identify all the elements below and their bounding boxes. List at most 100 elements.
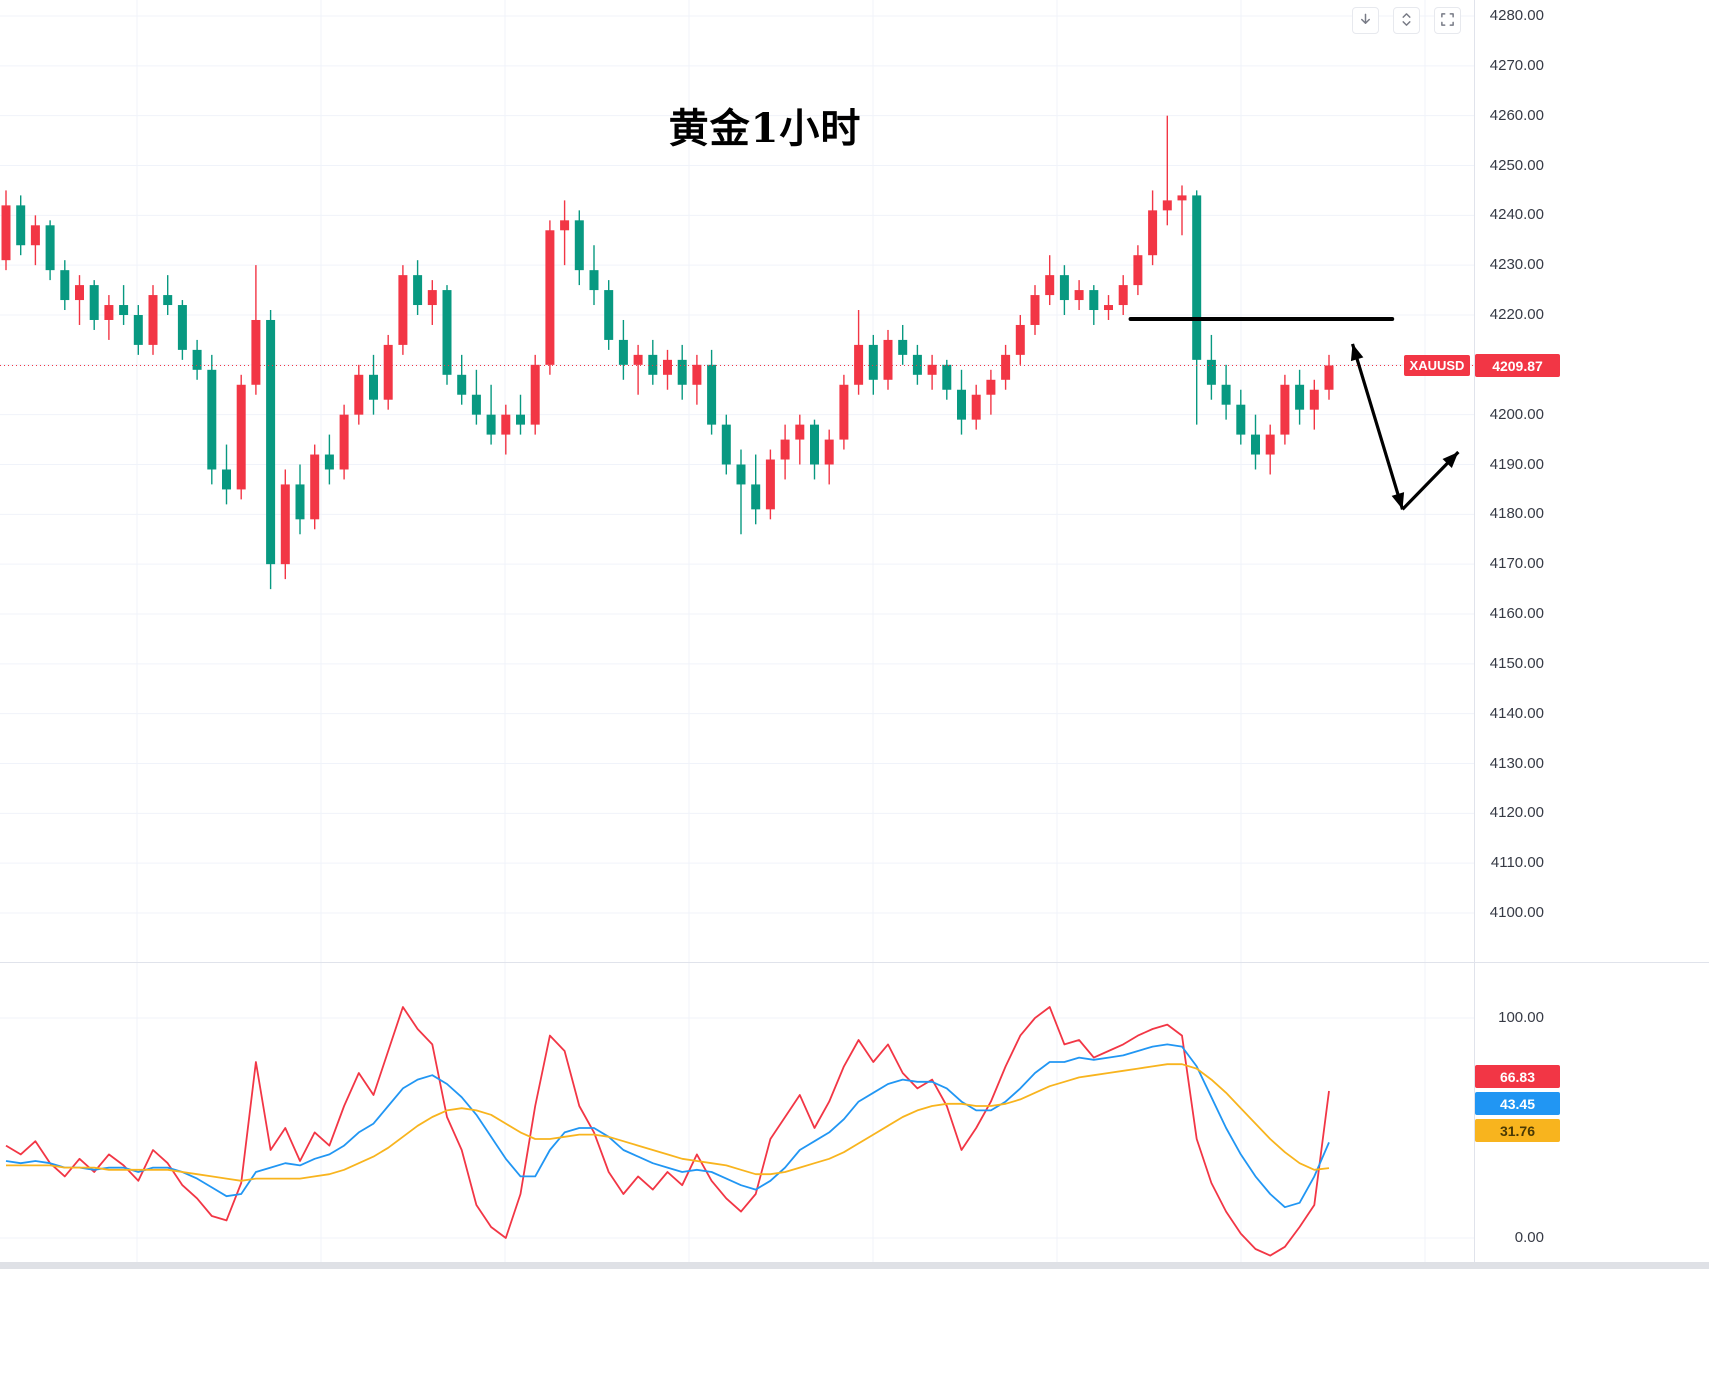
- symbol-label: XAUUSD: [1404, 355, 1470, 377]
- candle-body: [266, 319, 276, 565]
- candle-body: [427, 290, 437, 306]
- annotations[interactable]: [1128, 316, 1460, 511]
- projection-arrow: [1350, 343, 1405, 510]
- candle-body: [692, 364, 702, 385]
- candle-body: [530, 364, 540, 425]
- candle-body: [824, 439, 834, 465]
- candle-body: [133, 315, 143, 345]
- candle-body: [1192, 195, 1202, 360]
- candle-body: [1206, 359, 1216, 385]
- candle-body: [942, 364, 952, 390]
- oscillator-value-mid: 43.45: [1475, 1092, 1560, 1115]
- y-axis-label: 4230.00: [1489, 256, 1544, 274]
- y-axis-label: 4250.00: [1489, 156, 1544, 174]
- fullscreen-button[interactable]: [1434, 7, 1461, 34]
- candle-body: [854, 344, 864, 385]
- candle-body: [765, 459, 775, 510]
- candle-body: [177, 305, 187, 350]
- last-price-label: 4209.87: [1475, 354, 1560, 378]
- y-axis-label: 4280.00: [1489, 7, 1544, 24]
- candle-body: [927, 364, 937, 375]
- y-axis-label: 4180.00: [1489, 505, 1544, 523]
- candle-body: [1265, 434, 1275, 455]
- candle-body: [339, 414, 349, 470]
- y-axis-label: 4220.00: [1489, 306, 1544, 323]
- oscillator-lines: [5, 1006, 1330, 1257]
- candle-body: [207, 369, 217, 470]
- candle-body: [839, 384, 849, 440]
- symbol-text: XAUUSD: [1409, 358, 1465, 374]
- candle-body: [45, 225, 55, 271]
- candle-body: [30, 225, 40, 246]
- candle-body: [648, 354, 658, 375]
- candle-body: [1074, 290, 1084, 301]
- candle-body: [677, 359, 687, 385]
- candle-body: [1295, 384, 1305, 410]
- grid: [0, 0, 1474, 1262]
- candle-body: [163, 295, 173, 306]
- candles: [1, 115, 1334, 590]
- candle-body: [486, 414, 496, 435]
- y-axis-label: 4200.00: [1489, 405, 1544, 423]
- y-axis-label: 4190.00: [1489, 455, 1544, 473]
- arrow-head: [1442, 452, 1459, 469]
- candle-body: [957, 389, 966, 420]
- candle-body: [751, 484, 761, 510]
- candle-body: [618, 339, 628, 365]
- oscillator-line-fast: [5, 1006, 1330, 1257]
- candle-body: [280, 484, 290, 565]
- candle-body: [60, 270, 70, 301]
- candle-body: [1, 205, 11, 261]
- candle-body: [633, 354, 643, 365]
- download-arrow-icon: [1358, 12, 1373, 30]
- oscillator-line-slow: [6, 1063, 1330, 1182]
- candle-body: [222, 469, 231, 490]
- candle-body: [1030, 295, 1040, 325]
- arrow-head: [1350, 343, 1364, 362]
- candle-body: [912, 354, 922, 375]
- arrow-head: [1391, 492, 1405, 510]
- candle-body: [1236, 404, 1246, 435]
- candle-body: [898, 339, 908, 355]
- y-axis-label: 4160.00: [1489, 605, 1544, 622]
- candle-body: [119, 305, 129, 315]
- candle-body: [369, 374, 378, 400]
- oscillator-fast-text: 66.83: [1499, 1068, 1536, 1085]
- candle-body: [1089, 290, 1099, 311]
- candle-body: [471, 394, 481, 415]
- candle-body: [1309, 389, 1319, 410]
- y-axis-label: 4150.00: [1489, 654, 1544, 672]
- candle-body: [148, 295, 158, 345]
- oscillator-value-fast: 66.83: [1475, 1065, 1560, 1088]
- candle-body: [324, 454, 334, 470]
- candle-body: [795, 424, 805, 440]
- y-axis-label: 4140.00: [1489, 704, 1544, 722]
- candle-body: [398, 275, 408, 345]
- y-axis-label: 4270.00: [1489, 56, 1544, 74]
- candle-body: [663, 359, 672, 375]
- candle-body: [986, 379, 996, 395]
- candle-body: [89, 285, 99, 320]
- expand-vertical-icon: [1399, 12, 1414, 30]
- candle-body: [1118, 285, 1128, 306]
- candle-body: [589, 270, 599, 291]
- candle-body: [1133, 255, 1143, 286]
- candle-body: [545, 230, 555, 365]
- last-price-text: 4209.87: [1492, 357, 1543, 374]
- y-axis-label: 0.00: [1514, 1229, 1544, 1246]
- candle-body: [383, 344, 393, 400]
- candle-body: [1059, 275, 1069, 301]
- oscillator-line-mid: [5, 1043, 1330, 1209]
- download-button[interactable]: [1352, 7, 1379, 34]
- candle-body: [1280, 384, 1290, 435]
- candle-body: [868, 344, 878, 380]
- expand-pane-button[interactable]: [1393, 7, 1420, 34]
- candle-body: [721, 424, 731, 465]
- candle-body: [442, 290, 452, 375]
- y-axis-label: 100.00: [1498, 1009, 1544, 1026]
- candle-body: [104, 305, 114, 320]
- oscillator-mid-text: 43.45: [1499, 1095, 1536, 1112]
- candle-body: [1251, 434, 1260, 455]
